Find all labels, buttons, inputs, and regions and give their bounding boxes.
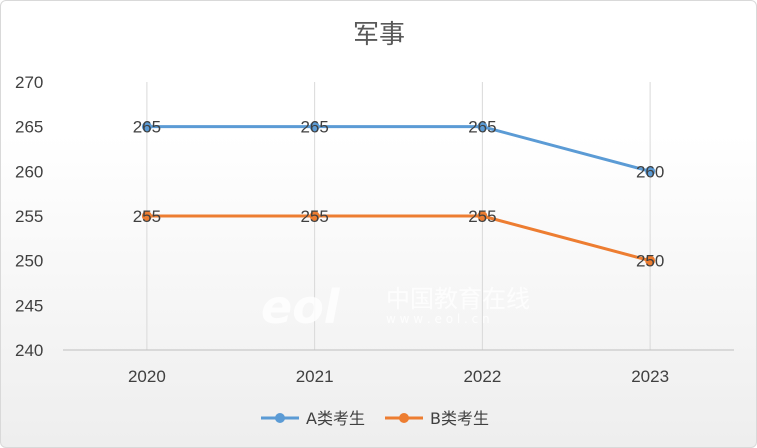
legend-item-2[interactable]: B类考生 (385, 409, 489, 428)
series-line-1 (146, 125, 651, 173)
y-tick-label: 270 (15, 73, 43, 92)
data-point[interactable] (309, 211, 320, 221)
data-point[interactable] (141, 211, 152, 221)
y-tick-label: 260 (15, 162, 43, 181)
data-label: 255 (468, 207, 496, 226)
x-tick-label: 2023 (631, 367, 669, 386)
chart-title: 军事 (353, 20, 405, 50)
y-tick-label: 265 (15, 118, 43, 137)
data-label: 250 (636, 252, 664, 271)
legend-label: B类考生 (430, 409, 489, 428)
series-group (141, 121, 656, 266)
data-point[interactable] (645, 255, 656, 266)
legend[interactable]: A类考生 B类考生 (261, 409, 489, 428)
data-point[interactable] (477, 211, 488, 221)
y-tick-label: 240 (15, 341, 43, 360)
data-point[interactable] (477, 121, 488, 132)
y-axis: 240 245 250 255 260 265 270 (15, 73, 43, 360)
x-tick-label: 2021 (296, 367, 334, 386)
legend-label: A类考生 (306, 409, 365, 428)
legend-swatch-marker (399, 413, 409, 423)
data-point[interactable] (141, 121, 152, 132)
legend-swatch-marker (275, 413, 285, 423)
series-line-2 (146, 214, 651, 263)
watermark: eol 中国教育在线 w w w . e o l . c n (261, 280, 530, 334)
y-tick-label: 245 (15, 296, 43, 315)
y-tick-label: 255 (15, 207, 43, 226)
y-tick-label: 250 (15, 252, 43, 271)
data-point[interactable] (309, 121, 320, 132)
watermark-logo: eol (261, 280, 341, 334)
watermark-url: w w w . e o l . c n (386, 312, 490, 326)
x-tick-label: 2020 (128, 367, 166, 386)
data-label: 260 (636, 162, 664, 181)
data-label: 265 (133, 118, 161, 137)
data-label: 255 (133, 207, 161, 226)
x-tick-label: 2022 (463, 367, 501, 386)
data-label: 265 (300, 118, 328, 137)
watermark-cn: 中国教育在线 (386, 285, 530, 313)
x-axis: 2020 2021 2022 2023 (128, 367, 669, 386)
data-point[interactable] (645, 166, 656, 177)
data-label: 265 (468, 118, 496, 137)
data-label: 255 (300, 207, 328, 226)
data-labels: 265 265 265 260 255 255 255 250 (133, 118, 665, 271)
legend-item-1[interactable]: A类考生 (261, 409, 365, 428)
